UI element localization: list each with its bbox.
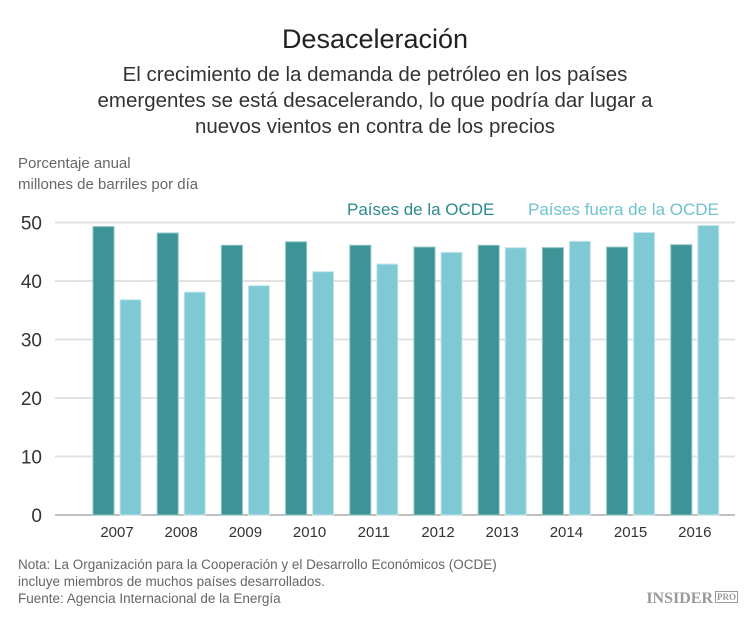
y-tick-label: 0 [31,506,42,527]
legend-ocde: Países de la OCDE [347,200,495,219]
x-tick-label: 2009 [229,524,262,541]
bar-ocde [285,241,308,516]
x-tick-label: 2016 [678,524,711,541]
x-tick-label: 2014 [550,524,583,541]
bar-non-ocde [633,231,656,516]
x-tick-label: 2008 [165,524,198,541]
footnote-line: Nota: La Organización para la Cooperació… [18,557,497,572]
y-axis-label-2: millones de barriles por día [18,176,199,193]
chart-subtitle: El crecimiento de la demanda de petróleo… [97,63,653,138]
bar-ocde [477,244,500,516]
bar-ocde [349,244,372,516]
bar-ocde [541,247,564,516]
bar-ocde [670,244,693,516]
y-tick-label: 30 [21,331,42,352]
bar-non-ocde [440,251,463,516]
y-tick-label: 50 [21,214,42,235]
source-line: Fuente: Agencia Internacional de la Ener… [18,591,281,606]
x-tick-label: 2010 [293,524,326,541]
bar-non-ocde [376,263,399,516]
x-tick-label: 2011 [358,524,390,541]
x-tick-label: 2015 [614,524,647,541]
x-tick-label: 2012 [421,524,454,541]
y-tick-label: 40 [21,272,42,293]
insider-pro-logo: INSIDER PRO [646,590,738,607]
footnote: Nota: La Organización para la Cooperació… [18,556,497,607]
bar-non-ocde [312,271,335,516]
bar-ocde [606,246,629,516]
legend-non-ocde: Países fuera de la OCDE [528,200,719,219]
y-tick-label: 20 [21,389,42,410]
bar-ocde [156,232,179,516]
x-tick-label: 2013 [486,524,519,541]
bar-non-ocde [119,299,142,516]
x-tick-label: 2007 [100,524,133,541]
bar-ocde [92,226,115,516]
bar-ocde [220,244,243,516]
bar-non-ocde [183,291,206,516]
y-tick-label: 10 [21,448,42,469]
bar-non-ocde [697,224,720,516]
footnote-line: incluye miembros de muchos países desarr… [18,574,325,589]
y-axis-label-1: Porcentaje anual [18,155,131,172]
bar-ocde [413,246,436,516]
bar-non-ocde [247,285,270,516]
bar-non-ocde [568,240,591,516]
chart-title: Desaceleración [281,24,469,54]
bar-non-ocde [504,247,527,516]
